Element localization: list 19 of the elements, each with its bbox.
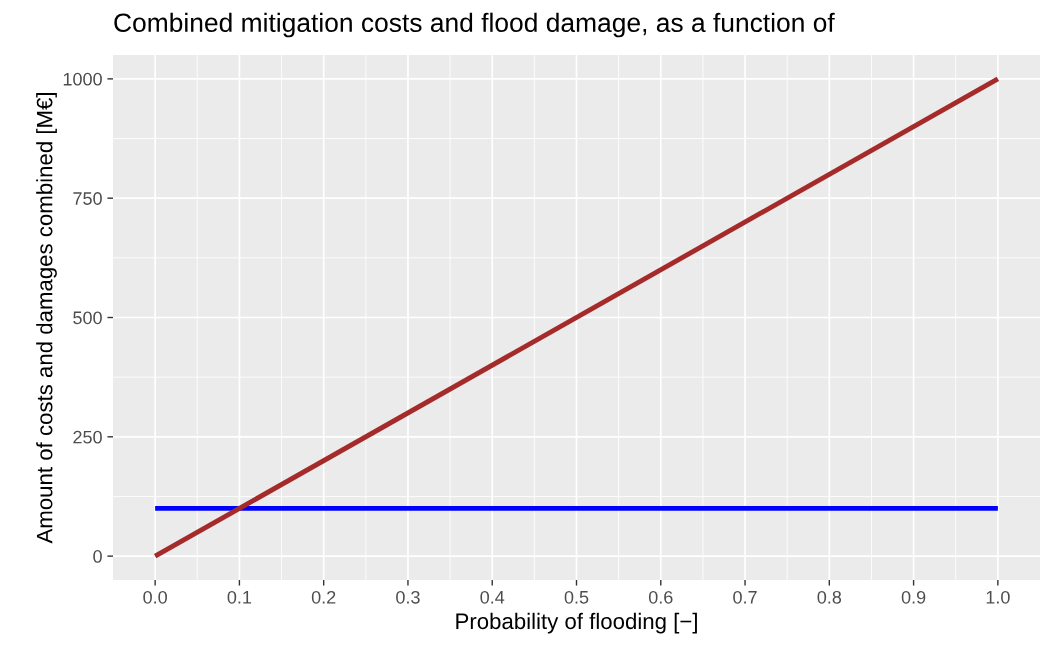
y-tick-label: 250	[73, 430, 102, 444]
y-tick-label: 750	[73, 192, 102, 205]
y-tick-label: 0	[93, 550, 102, 563]
x-tick-label: 0.1	[227, 590, 252, 604]
x-tick-label: 0.3	[396, 590, 420, 604]
x-tick-label: 0.9	[901, 590, 926, 604]
x-tick-label: 0.2	[311, 590, 336, 604]
x-axis-title: Probability of flooding [−]	[456, 612, 697, 634]
x-tick-label: 0.4	[480, 590, 505, 604]
x-tick-label: 0.7	[733, 590, 757, 604]
x-tick-label: 0.8	[817, 590, 842, 604]
y-tick-label: 1000	[63, 72, 102, 86]
x-tick-label: 1.0	[986, 590, 1010, 604]
x-tick-label: 0.6	[648, 590, 673, 604]
chart-title: Combined mitigation costs and flood damage, as a function of	[114, 12, 835, 38]
x-tick-label: 0.0	[143, 590, 167, 604]
x-tick-label: 0.5	[564, 590, 589, 604]
y-tick-label: 500	[73, 311, 102, 325]
y-axis-title: Amount of costs and damages combined [M€]	[36, 93, 57, 544]
